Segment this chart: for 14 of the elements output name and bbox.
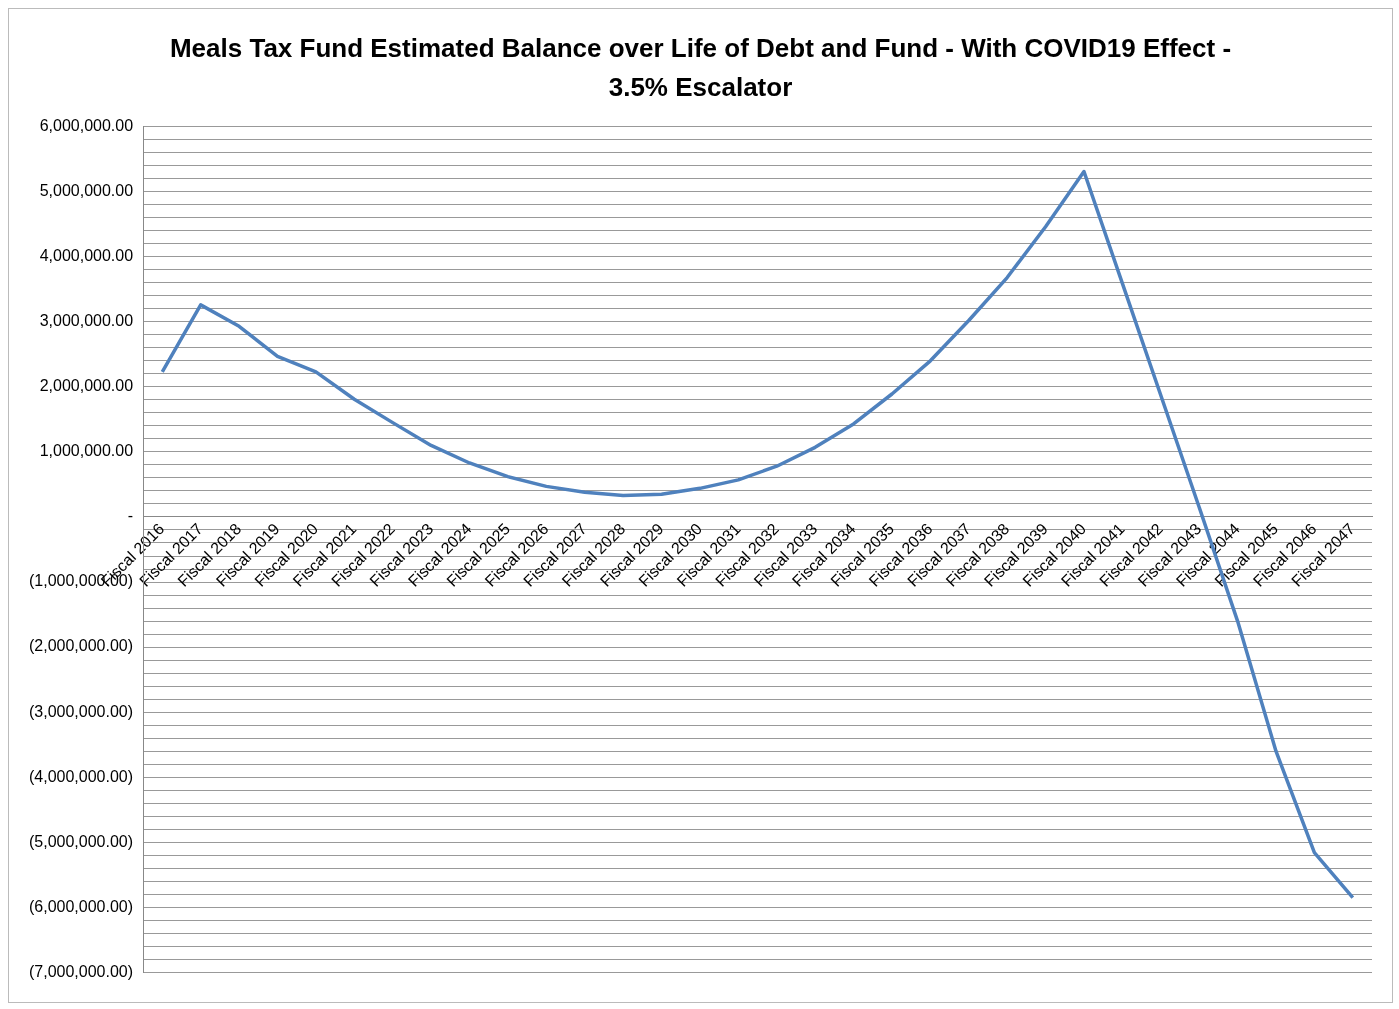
y-tick-label: 6,000,000.00: [39, 117, 134, 135]
y-tick-label: -: [127, 507, 134, 525]
y-tick-label: 2,000,000.00: [39, 377, 134, 395]
y-tick-label: (3,000,000.00): [29, 702, 134, 720]
y-tick-label: 4,000,000.00: [39, 247, 134, 265]
y-tick-label: (4,000,000.00): [29, 767, 134, 785]
y-tick-label: 1,000,000.00: [39, 442, 134, 460]
y-tick-label: (2,000,000.00): [29, 637, 134, 655]
y-tick-label: (7,000,000.00): [29, 962, 134, 980]
y-tick-label: (5,000,000.00): [29, 832, 134, 850]
y-tick-label: 3,000,000.00: [39, 312, 134, 330]
y-tick-label: 5,000,000.00: [39, 182, 134, 200]
chart-title: Meals Tax Fund Estimated Balance over Life of Debt and Fund - With COVID19 Effect - 3.5% Escalator: [168, 32, 1233, 104]
y-tick-label: (6,000,000.00): [29, 897, 134, 915]
